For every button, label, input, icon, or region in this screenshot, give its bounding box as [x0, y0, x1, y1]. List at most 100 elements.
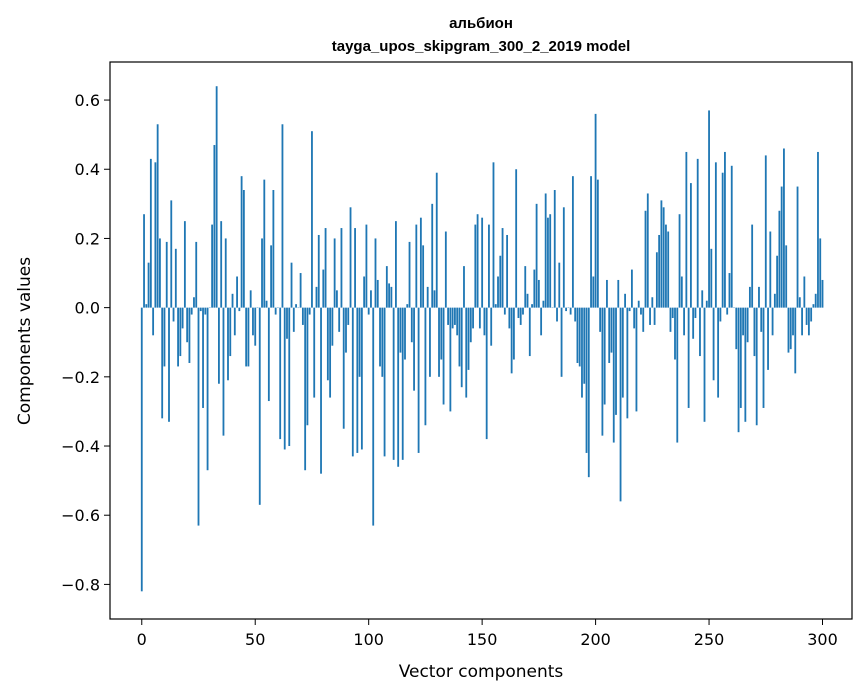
bar: [492, 162, 495, 308]
bar: [601, 307, 604, 436]
bar: [510, 307, 513, 374]
x-tick-label: 200: [580, 630, 611, 649]
bar: [515, 169, 518, 308]
bar: [803, 276, 806, 308]
bar: [449, 307, 452, 412]
bar: [612, 307, 615, 443]
bar: [231, 293, 234, 308]
bar: [152, 307, 155, 336]
bar: [322, 269, 325, 308]
bar: [236, 276, 238, 308]
bar: [270, 245, 273, 308]
bar: [805, 307, 808, 325]
bar: [576, 307, 579, 363]
bar: [360, 307, 363, 450]
bar: [440, 307, 443, 360]
bar: [522, 307, 524, 315]
bar: [311, 131, 313, 308]
bar: [145, 304, 148, 308]
bar: [642, 307, 645, 332]
bar: [168, 307, 170, 422]
bar: [188, 307, 191, 363]
bar: [392, 307, 395, 460]
bar: [708, 110, 710, 308]
bar: [469, 307, 472, 343]
bar: [719, 307, 722, 322]
bar: [710, 248, 713, 308]
bar: [735, 307, 738, 350]
bar: [177, 307, 179, 367]
bar: [374, 238, 377, 308]
bar: [796, 186, 799, 308]
bar: [202, 307, 204, 408]
bar: [699, 307, 701, 357]
bar: [438, 307, 440, 377]
bar: [535, 203, 538, 308]
bar: [381, 307, 384, 377]
bar: [401, 307, 404, 460]
bar: [229, 307, 232, 357]
bar: [599, 307, 602, 332]
bar: [340, 228, 343, 308]
bar: [637, 300, 640, 308]
bar: [769, 231, 772, 308]
bar: [503, 307, 506, 315]
bar: [233, 307, 236, 336]
bar: [463, 266, 465, 308]
bar: [494, 304, 497, 308]
bar: [764, 155, 767, 308]
bar: [170, 200, 173, 308]
bar: [692, 307, 695, 339]
bar: [261, 238, 263, 308]
bar: [186, 307, 189, 343]
bar: [753, 307, 756, 357]
bar: [376, 279, 379, 308]
bar: [431, 203, 434, 308]
bar: [671, 307, 674, 319]
bar: [819, 238, 822, 308]
bar: [367, 307, 370, 315]
bar: [794, 307, 797, 374]
bar: [460, 307, 463, 388]
bar: [497, 276, 499, 308]
bar: [263, 179, 266, 308]
y-tick-label: −0.6: [61, 506, 100, 525]
bar: [324, 228, 327, 308]
bar: [272, 190, 275, 308]
bar: [317, 234, 320, 308]
bar: [299, 273, 302, 308]
bar: [712, 307, 715, 381]
bar: [798, 297, 801, 308]
bar: [705, 300, 708, 308]
bar: [286, 307, 288, 339]
bar: [313, 307, 316, 398]
y-axis: −0.8 −0.6 −0.4 −0.2 0.0 0.2 0.4 0.6: [61, 91, 110, 594]
bar: [662, 207, 665, 308]
bar: [556, 307, 558, 322]
bar: [161, 307, 164, 419]
bar: [320, 307, 322, 474]
bar: [721, 172, 724, 308]
bar: [578, 307, 581, 367]
bar: [304, 307, 307, 471]
bar: [397, 307, 400, 467]
bar: [592, 276, 595, 308]
x-tick-label: 50: [245, 630, 265, 649]
bar: [193, 297, 195, 308]
bar: [467, 307, 470, 370]
bar: [669, 307, 672, 332]
bar: [640, 307, 642, 315]
bar: [683, 307, 685, 336]
bar: [333, 238, 336, 308]
bar: [537, 279, 540, 308]
bar: [665, 224, 667, 308]
bar: [211, 224, 214, 308]
bar: [279, 307, 282, 440]
bar: [817, 151, 819, 308]
bar: [379, 307, 381, 367]
x-tick-label: 0: [137, 630, 147, 649]
bar: [474, 224, 477, 308]
bar: [227, 307, 229, 381]
bar: [649, 307, 651, 325]
y-tick-label: −0.8: [61, 575, 100, 594]
